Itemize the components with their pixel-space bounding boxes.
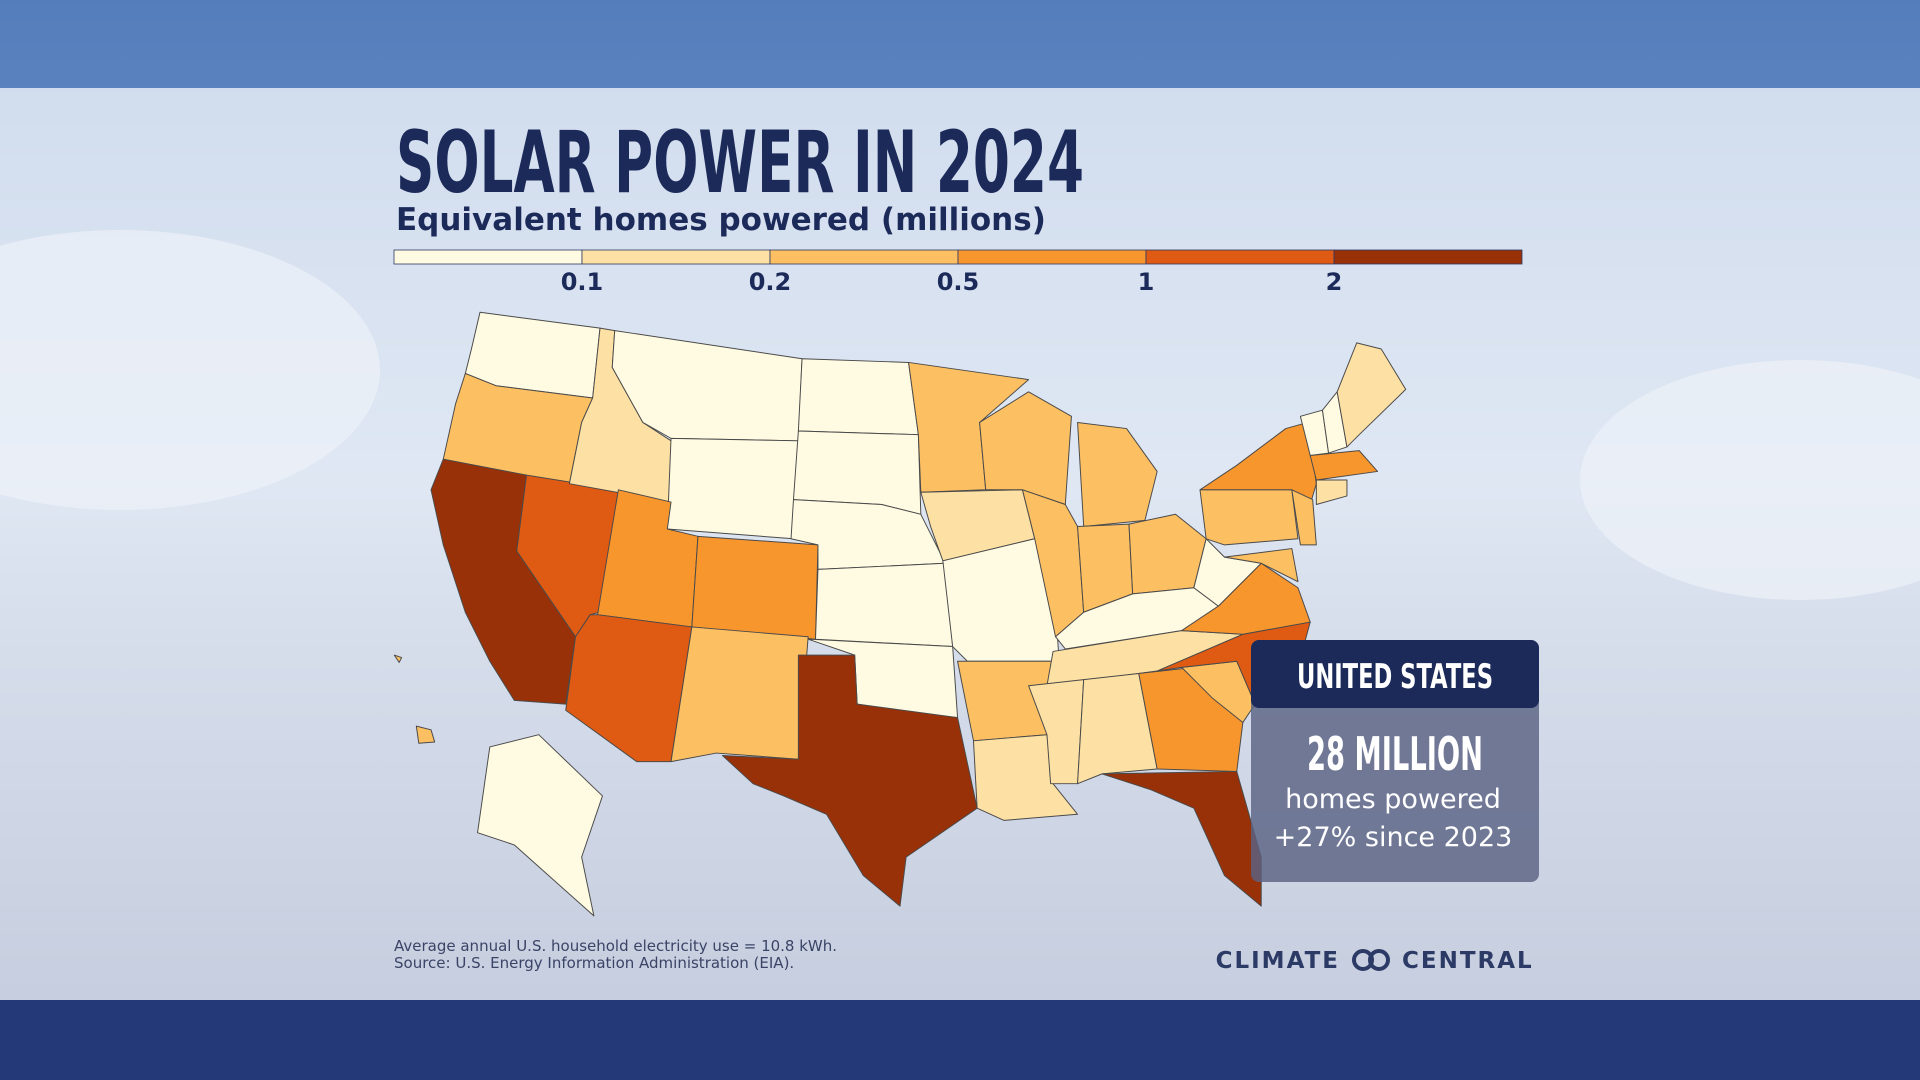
legend-label: 2: [1326, 268, 1343, 296]
legend-swatch: [957, 249, 1147, 265]
state: [815, 562, 954, 648]
footnote: Average annual U.S. household electricit…: [394, 937, 837, 955]
state: [670, 626, 809, 763]
legend-swatch: [769, 249, 959, 265]
state: [1291, 489, 1317, 546]
logo-mark: [1368, 949, 1390, 971]
legend-swatch: [393, 249, 583, 265]
logo-right: CENTRAL: [1402, 948, 1534, 974]
state: [691, 535, 819, 640]
callout-header: [1251, 640, 1539, 708]
state: [1199, 489, 1299, 546]
legend-swatch: [1145, 249, 1335, 265]
state: [1077, 421, 1158, 528]
callout-value: 28 MILLION: [1307, 727, 1483, 781]
logo: CLIMATE CENTRAL: [1216, 948, 1534, 974]
state: [477, 734, 603, 917]
state: [1336, 342, 1407, 448]
state: [1224, 548, 1299, 583]
legend-label: 0.2: [749, 268, 792, 296]
state: [721, 654, 978, 907]
subtitle: Equivalent homes powered (millions): [396, 202, 1046, 238]
footnote: Source: U.S. Energy Information Administ…: [394, 954, 794, 972]
state: [415, 725, 436, 744]
state: [1101, 770, 1262, 907]
legend-label: 1: [1138, 268, 1155, 296]
legend-swatch: [1333, 249, 1523, 265]
legend: 0.1 0.2 0.5 1 2: [393, 249, 1523, 296]
top-band: [0, 0, 1920, 88]
legend-swatch: [581, 249, 771, 265]
state: [393, 654, 403, 663]
state: [797, 358, 919, 436]
state: [666, 437, 799, 540]
logo-left: CLIMATE: [1216, 948, 1340, 974]
legend-label: 0.1: [561, 268, 604, 296]
bottom-band: [0, 1000, 1920, 1080]
state: [1028, 679, 1085, 785]
state: [1309, 450, 1379, 481]
legend-label: 0.5: [937, 268, 980, 296]
callout-label: homes powered: [1285, 784, 1501, 815]
callout-region: UNITED STATES: [1297, 657, 1493, 697]
state: [1077, 672, 1158, 785]
state: [1315, 479, 1348, 505]
callout: UNITED STATES 28 MILLION homes powered +…: [1251, 640, 1539, 882]
callout-change: +27% since 2023: [1274, 822, 1513, 853]
title: SOLAR POWER IN 2024: [396, 113, 1084, 213]
